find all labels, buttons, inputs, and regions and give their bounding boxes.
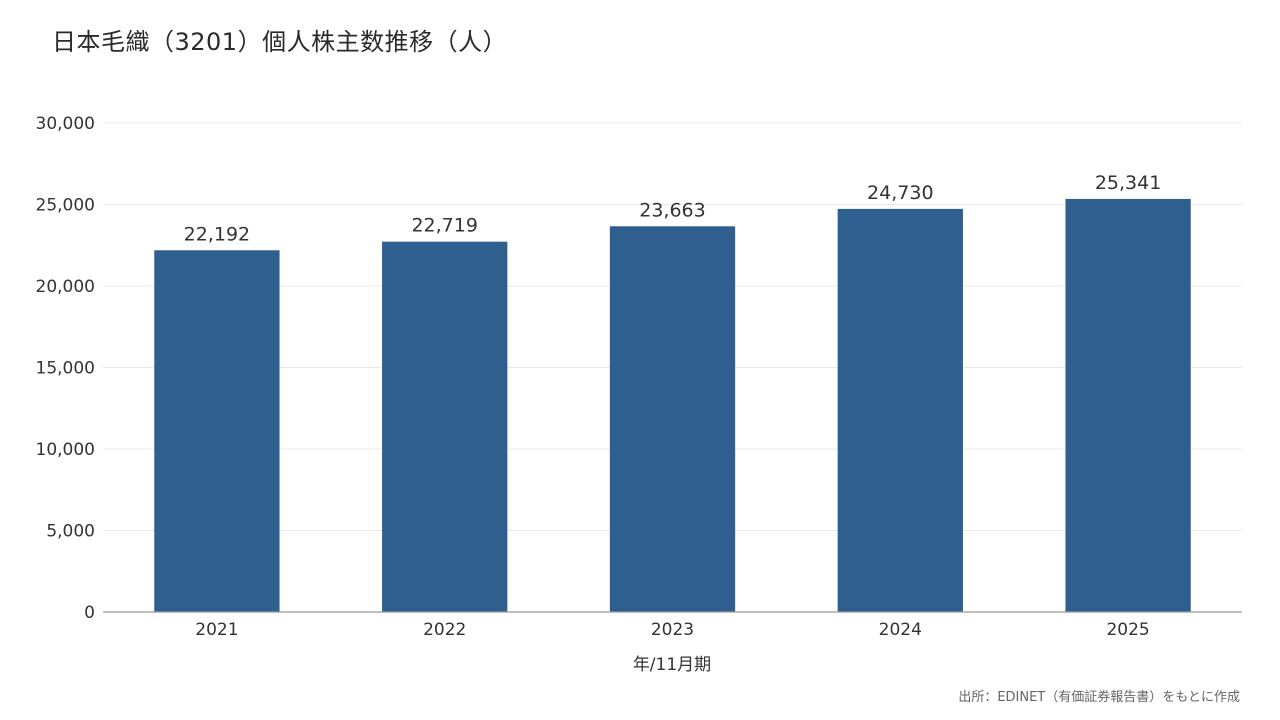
x-tick-label: 2023 xyxy=(651,620,694,640)
y-axis-tick-labels: 0 5,000 10,000 15,000 20,000 25,000 30,000 xyxy=(36,114,95,623)
x-tick-label: 2025 xyxy=(1106,620,1149,640)
y-tick-label: 20,000 xyxy=(36,277,95,297)
bar xyxy=(1065,198,1191,612)
y-tick-label: 15,000 xyxy=(36,359,95,379)
y-tick-label: 0 xyxy=(84,603,95,623)
source-note: 出所：EDINET（有価証券報告書）をもとに作成 xyxy=(958,690,1240,705)
bar-value-label: 25,341 xyxy=(1095,172,1161,194)
x-axis-tick-labels: 2021 2022 2023 2024 2025 xyxy=(195,620,1149,640)
y-tick-label: 25,000 xyxy=(36,196,95,216)
x-axis-title: 年/11月期 xyxy=(632,655,712,675)
y-tick-label: 10,000 xyxy=(36,440,95,460)
y-tick-label: 5,000 xyxy=(46,522,95,542)
chart-title: 日本毛織（3201）個人株主数推移（人） xyxy=(52,28,508,56)
bar-value-label: 22,719 xyxy=(411,215,477,237)
bar-value-label: 24,730 xyxy=(867,182,933,204)
bar xyxy=(154,250,280,613)
bar xyxy=(382,241,508,612)
bar-value-labels: 22,192 22,719 23,663 24,730 25,341 xyxy=(184,172,1162,245)
bar-value-label: 22,192 xyxy=(184,223,250,245)
bar xyxy=(609,226,736,613)
y-tick-label: 30,000 xyxy=(36,114,95,134)
x-tick-label: 2021 xyxy=(195,620,238,640)
bars xyxy=(154,198,1191,613)
x-tick-label: 2022 xyxy=(423,620,466,640)
bar xyxy=(837,208,963,612)
x-tick-label: 2024 xyxy=(879,620,922,640)
bar-value-label: 23,663 xyxy=(639,199,705,221)
